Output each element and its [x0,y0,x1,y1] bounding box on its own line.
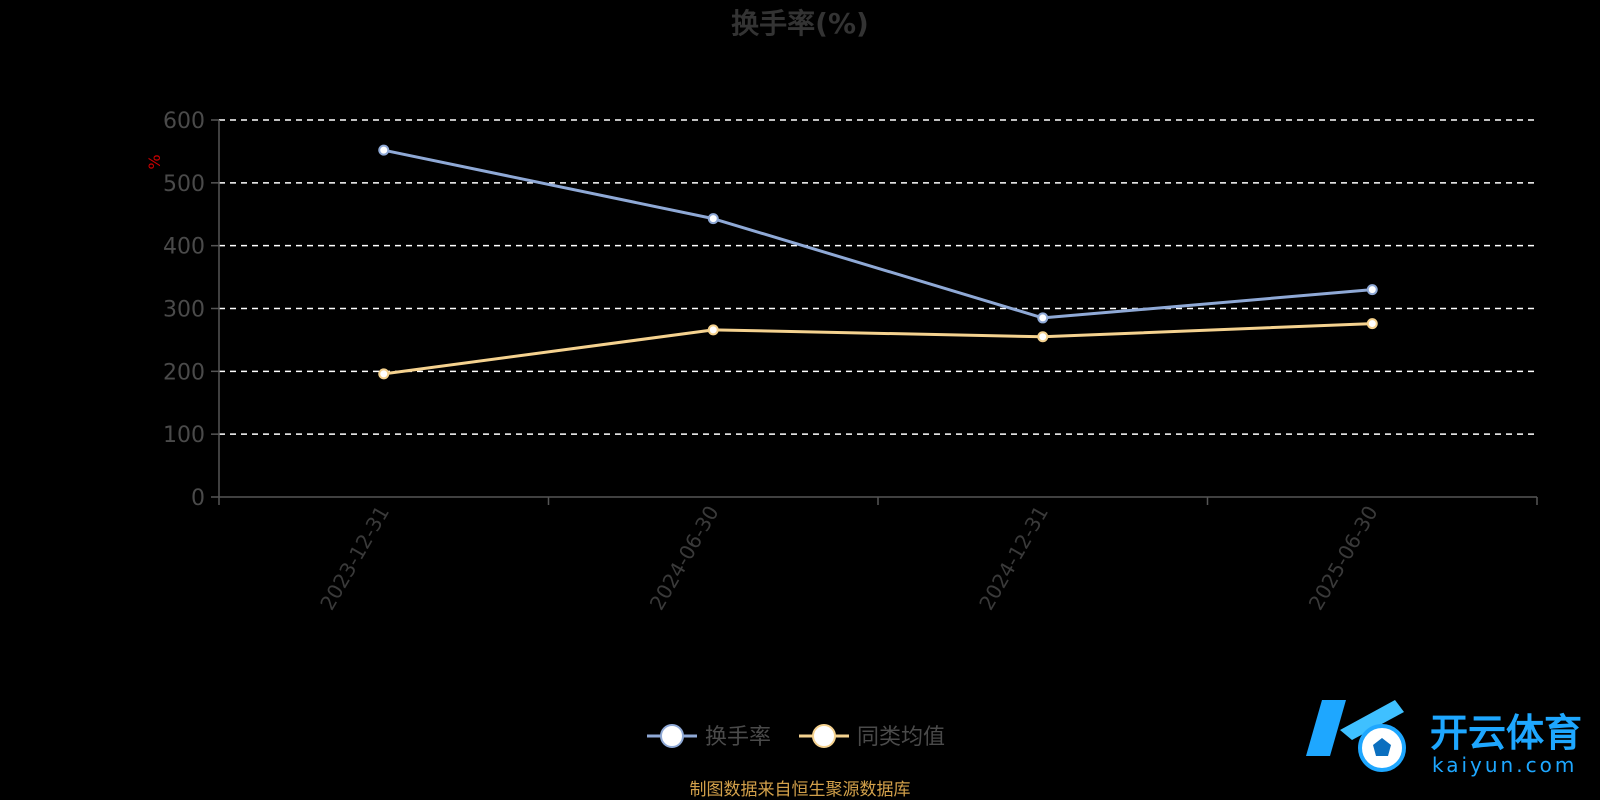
chart-title: 换手率(%) [731,7,869,40]
series-line-1 [383,148,1373,320]
source-note: 制图数据来自恒生聚源数据库 [690,780,911,800]
legend-item[interactable]: 换手率 [647,724,771,750]
data-point [707,213,719,225]
y-tick-label: 500 [163,172,205,197]
grid-lines [219,119,1537,435]
y-tick-label: 400 [163,235,205,260]
watermark-k-icon [1306,700,1346,756]
y-tick-label: 100 [163,423,205,448]
data-point [707,324,719,336]
data-point [1366,318,1378,330]
x-tick-label: 2024-12-31 [974,502,1053,615]
x-tick-label: 2023-12-31 [315,502,394,615]
axes [211,119,1538,505]
watermark-brand-cn: 开云体育 [1430,711,1582,755]
soccer-ball-patch-icon [1373,738,1391,756]
y-tick-label: 200 [163,360,205,385]
legend-swatch-marker [660,724,684,748]
data-point [378,368,390,380]
legend-label: 同类均值 [857,725,945,750]
series-line-2 [383,322,1373,376]
legend-item[interactable]: 同类均值 [799,724,945,750]
y-axis-ticks: 0 100 200 300 400 500 600 [163,109,205,511]
y-tick-label: 0 [191,486,205,511]
x-axis-ticks: 2023-12-31 2024-06-30 2024-12-31 2025-06-30 [315,502,1382,615]
legend-swatch-marker [812,724,836,748]
watermark-brand-en: kaiyun.com [1432,753,1577,777]
legend[interactable]: 换手率 同类均值 [647,724,945,750]
x-tick-label: 2024-06-30 [645,502,724,615]
y-tick-label: 300 [163,298,205,323]
data-point [1366,284,1378,296]
watermark-k-arm-icon [1340,700,1404,740]
y-axis-unit-label: % [145,154,164,169]
data-point [1037,331,1049,343]
legend-label: 换手率 [705,725,771,750]
data-point [378,144,390,156]
y-tick-label: 600 [163,109,205,134]
x-tick-label: 2025-06-30 [1304,502,1383,615]
watermark-logo: 开云体育 kaiyun.com [1306,700,1582,777]
series-lines [378,144,1378,380]
data-point [1037,312,1049,324]
